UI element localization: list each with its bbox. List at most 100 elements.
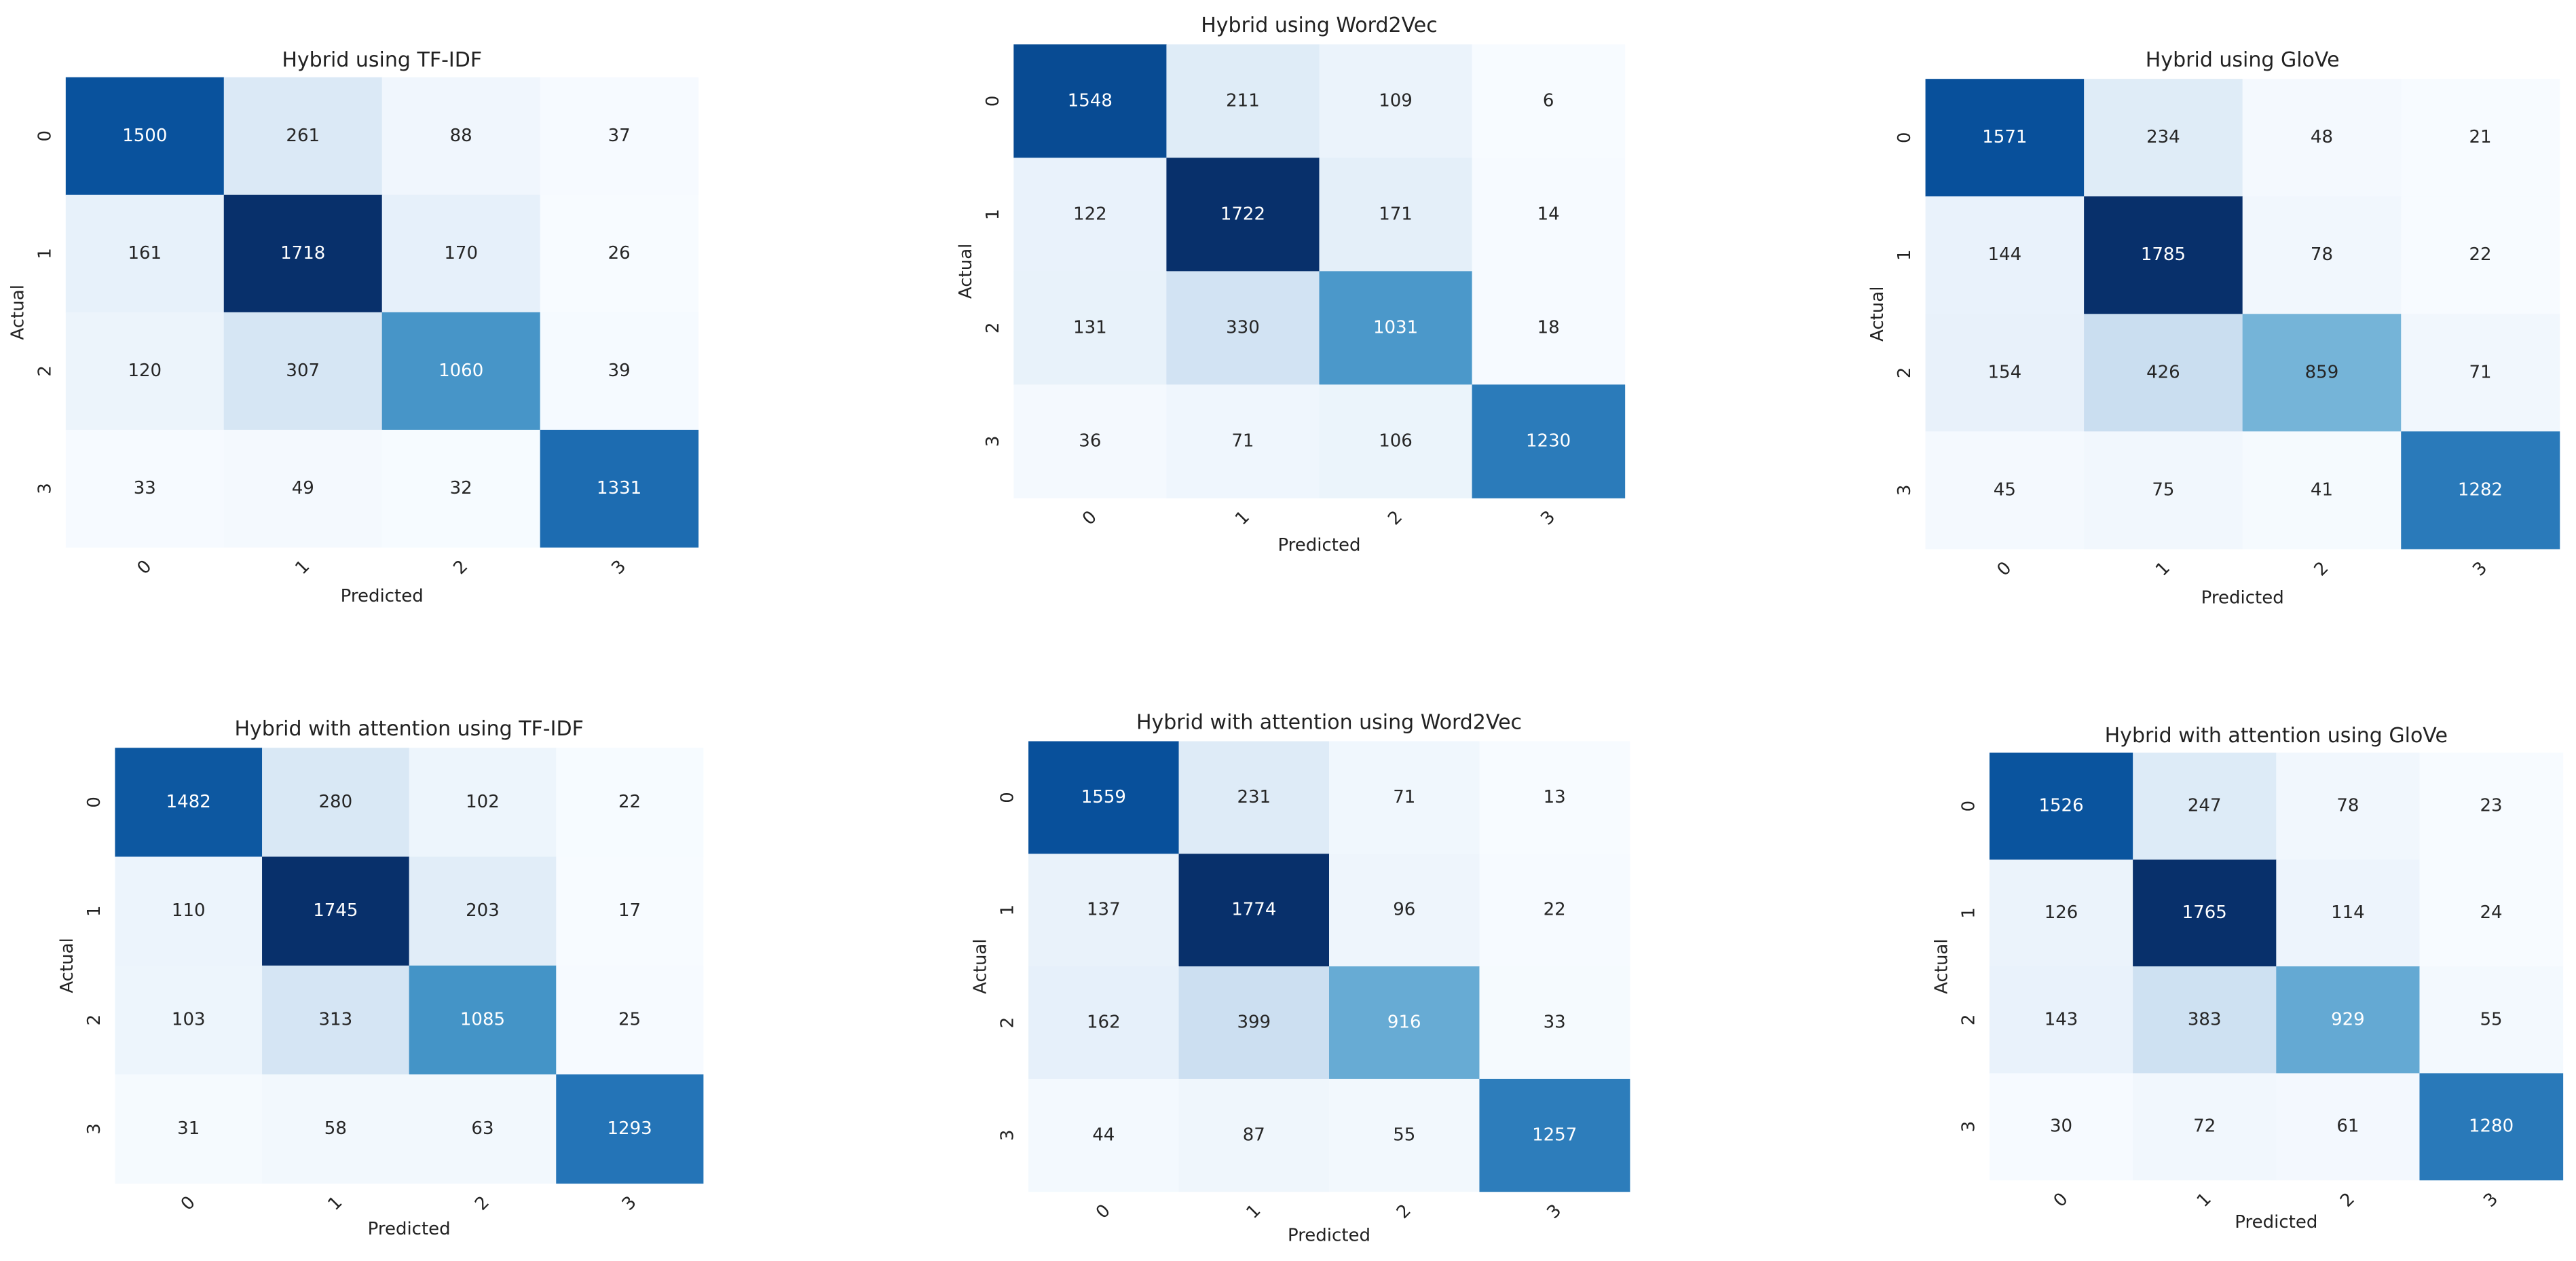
heatmap-cell — [1166, 158, 1320, 272]
chart-title: Hybrid using Word2Vec — [1201, 14, 1438, 37]
cell-label: 1559 — [1081, 787, 1126, 807]
heatmap-panel: Hybrid using TF-IDF Predicted Actual 1500 26… — [7, 48, 699, 606]
cell-label: 58 — [324, 1118, 347, 1139]
heatmap-cell — [262, 965, 410, 1075]
heatmap-cell — [262, 748, 410, 858]
heatmap-cell — [2419, 859, 2564, 967]
heatmap-cell — [1319, 158, 1473, 272]
cell-label: 114 — [2331, 902, 2365, 923]
heatmap-cell — [1178, 854, 1330, 967]
y-tick-label: 1 — [998, 904, 1018, 916]
x-tick-label: 1 — [2152, 558, 2174, 581]
cell-label: 122 — [1073, 204, 1107, 224]
y-tick-label: 3 — [84, 1123, 105, 1135]
heatmap-cell — [65, 312, 225, 431]
y-tick-label: 3 — [1958, 1121, 1979, 1133]
cell-label: 22 — [2469, 244, 2491, 265]
cell-label: 31 — [177, 1118, 200, 1139]
heatmap-cell — [1479, 741, 1630, 854]
heatmap-cell — [1479, 1078, 1630, 1192]
heatmap-cell — [2401, 79, 2560, 197]
cell-label: 71 — [2469, 362, 2491, 382]
heatmap-cell — [1329, 966, 1480, 1080]
cell-label: 55 — [1393, 1125, 1415, 1145]
cell-label: 63 — [471, 1118, 493, 1139]
cell-label: 21 — [2469, 127, 2491, 147]
heatmap-cell — [2276, 1073, 2420, 1181]
cell-label: 41 — [2311, 479, 2333, 500]
y-tick-label: 0 — [1958, 801, 1979, 812]
cell-label: 1085 — [460, 1010, 505, 1030]
y-tick-label: 2 — [35, 365, 55, 377]
cell-label: 1331 — [597, 478, 641, 498]
heatmap-panel: Hybrid with attention using TF-IDF Predic… — [57, 717, 704, 1239]
cell-label: 102 — [466, 792, 500, 812]
y-tick-label: 3 — [35, 483, 55, 494]
x-tick-label: 0 — [2050, 1189, 2072, 1211]
cell-label: 234 — [2146, 127, 2180, 147]
x-axis-label: Predicted — [2201, 587, 2284, 608]
y-axis-label: Actual — [956, 244, 976, 299]
cell-label: 96 — [1393, 900, 1415, 920]
cell-label: 33 — [134, 478, 156, 498]
heatmap-cell — [409, 748, 557, 858]
heatmap-cell — [1178, 741, 1330, 854]
cell-label: 1774 — [1231, 900, 1276, 920]
heatmap-cell — [1989, 1073, 2133, 1181]
cell-label: 18 — [1537, 317, 1560, 337]
cell-label: 154 — [1988, 362, 2022, 382]
heatmap-cell — [1013, 158, 1167, 272]
cell-label: 39 — [608, 361, 631, 381]
heatmap-cell — [2133, 752, 2277, 860]
cell-label: 1718 — [280, 243, 325, 263]
y-tick-label: 0 — [35, 130, 55, 142]
y-tick-label: 0 — [983, 96, 1003, 107]
x-axis-label: Predicted — [368, 1219, 451, 1239]
heatmap-panel: Hybrid with attention using GloVe Predict… — [1931, 724, 2564, 1232]
cell-label: 1257 — [1532, 1125, 1577, 1145]
heatmap-cell — [1925, 314, 2085, 432]
heatmap-cell — [262, 856, 410, 966]
y-axis-label: Actual — [57, 938, 77, 993]
heatmap-cell — [1013, 44, 1167, 158]
cell-label: 1280 — [2469, 1116, 2514, 1137]
heatmap-cell — [540, 77, 699, 196]
chart-title: Hybrid with attention using GloVe — [2105, 724, 2448, 748]
heatmap-cell — [556, 965, 704, 1075]
cell-label: 929 — [2331, 1009, 2365, 1029]
cell-label: 78 — [2311, 244, 2333, 265]
cell-label: 1282 — [2458, 479, 2503, 500]
cell-label: 109 — [1379, 90, 1413, 111]
heatmap-cell — [2242, 314, 2402, 432]
x-tick-label: 0 — [133, 556, 155, 579]
cell-label: 143 — [2045, 1009, 2078, 1029]
heatmap-cell — [2084, 79, 2243, 197]
heatmap-cell — [2276, 752, 2420, 860]
chart-title: Hybrid with attention using TF-IDF — [234, 717, 583, 741]
cell-label: 55 — [2480, 1009, 2503, 1029]
cell-label: 110 — [172, 900, 206, 921]
x-tick-label: 3 — [2469, 558, 2491, 581]
heatmap-cell — [1472, 158, 1626, 272]
heatmap-cell — [115, 748, 263, 858]
heatmap-cell — [540, 429, 699, 548]
x-tick-label: 2 — [2336, 1189, 2359, 1211]
heatmap-cell — [556, 1074, 704, 1184]
heatmap-cell — [1028, 1078, 1180, 1192]
heatmap-cell — [2084, 196, 2243, 314]
heatmap-cell — [223, 194, 383, 313]
y-tick-label: 3 — [998, 1130, 1018, 1141]
heatmap-cell — [2242, 196, 2402, 314]
heatmap-cell — [1178, 966, 1330, 1080]
heatmap-cell — [1989, 859, 2133, 967]
heatmap-cell — [1319, 384, 1473, 498]
heatmap-cell — [2419, 1073, 2564, 1181]
heatmap-cell — [1319, 271, 1473, 385]
heatmap-cell — [1925, 196, 2085, 314]
cell-label: 1745 — [313, 900, 358, 921]
cell-label: 1785 — [2141, 244, 2186, 265]
cell-label: 120 — [128, 361, 162, 381]
heatmap-cell — [2133, 966, 2277, 1074]
cell-label: 131 — [1073, 317, 1107, 337]
heatmap-cell — [2401, 431, 2560, 549]
